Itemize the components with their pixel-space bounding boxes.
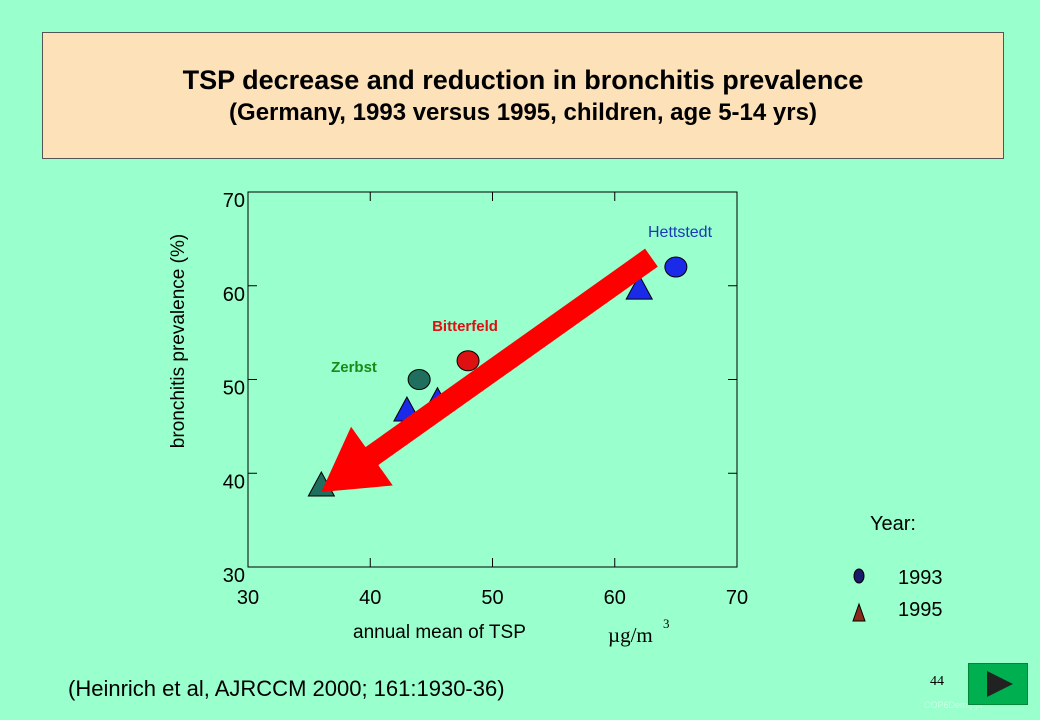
point-label-zerbst: Zerbst: [331, 359, 377, 376]
point-label-hettstedt: Hettstedt: [648, 224, 713, 241]
y-axis-label: bronchitis prevalence (%): [168, 234, 189, 448]
y-tick-label: 50: [223, 378, 245, 400]
point-1995: [625, 274, 654, 300]
legend-label-1995: 1995: [898, 599, 943, 621]
footer-filename: COP6Dem.ppt: [924, 700, 983, 710]
y-tick-label: 30: [223, 565, 245, 587]
x-tick-label: 40: [359, 587, 381, 609]
point-label-bitterfeld: Bitterfeld: [432, 318, 498, 335]
y-tick-label: 40: [223, 471, 245, 493]
x-axis-label-group: annual mean of TSP µg/m 3: [353, 616, 670, 647]
x-axis-unit-superscript: 3: [663, 616, 670, 631]
x-tick-label: 60: [604, 587, 626, 609]
x-axis-unit: µg/m: [608, 623, 653, 647]
legend-label-1993: 1993: [898, 567, 943, 589]
trend-arrow: [321, 248, 658, 492]
title-box: TSP decrease and reduction in bronchitis…: [42, 32, 1004, 159]
legend-title: Year:: [870, 513, 916, 535]
x-tick-label: 50: [481, 587, 503, 609]
x-tick-label: 30: [237, 587, 259, 609]
y-tick-label: 70: [223, 190, 245, 212]
legend-marker-1995: [852, 602, 866, 622]
x-tick-label: 70: [726, 587, 748, 609]
slide-number: 44: [930, 674, 944, 689]
citation: (Heinrich et al, AJRCCM 2000; 161:1930-3…: [68, 676, 505, 701]
play-arrow-icon: [987, 671, 1013, 697]
legend: Year: 1993 1995: [852, 513, 943, 622]
y-tick-label: 60: [223, 284, 245, 306]
legend-marker-1993: [853, 568, 865, 584]
point-1993-hettstedt: [664, 256, 688, 278]
point-1993-zerbst: [407, 369, 431, 390]
next-slide-button[interactable]: [968, 663, 1028, 705]
title-line-1: TSP decrease and reduction in bronchitis…: [182, 64, 864, 95]
x-axis-label: annual mean of TSP: [353, 622, 526, 643]
point-1993-bitterfeld: [456, 350, 480, 372]
title-line-2: (Germany, 1993 versus 1995, children, ag…: [229, 98, 817, 126]
